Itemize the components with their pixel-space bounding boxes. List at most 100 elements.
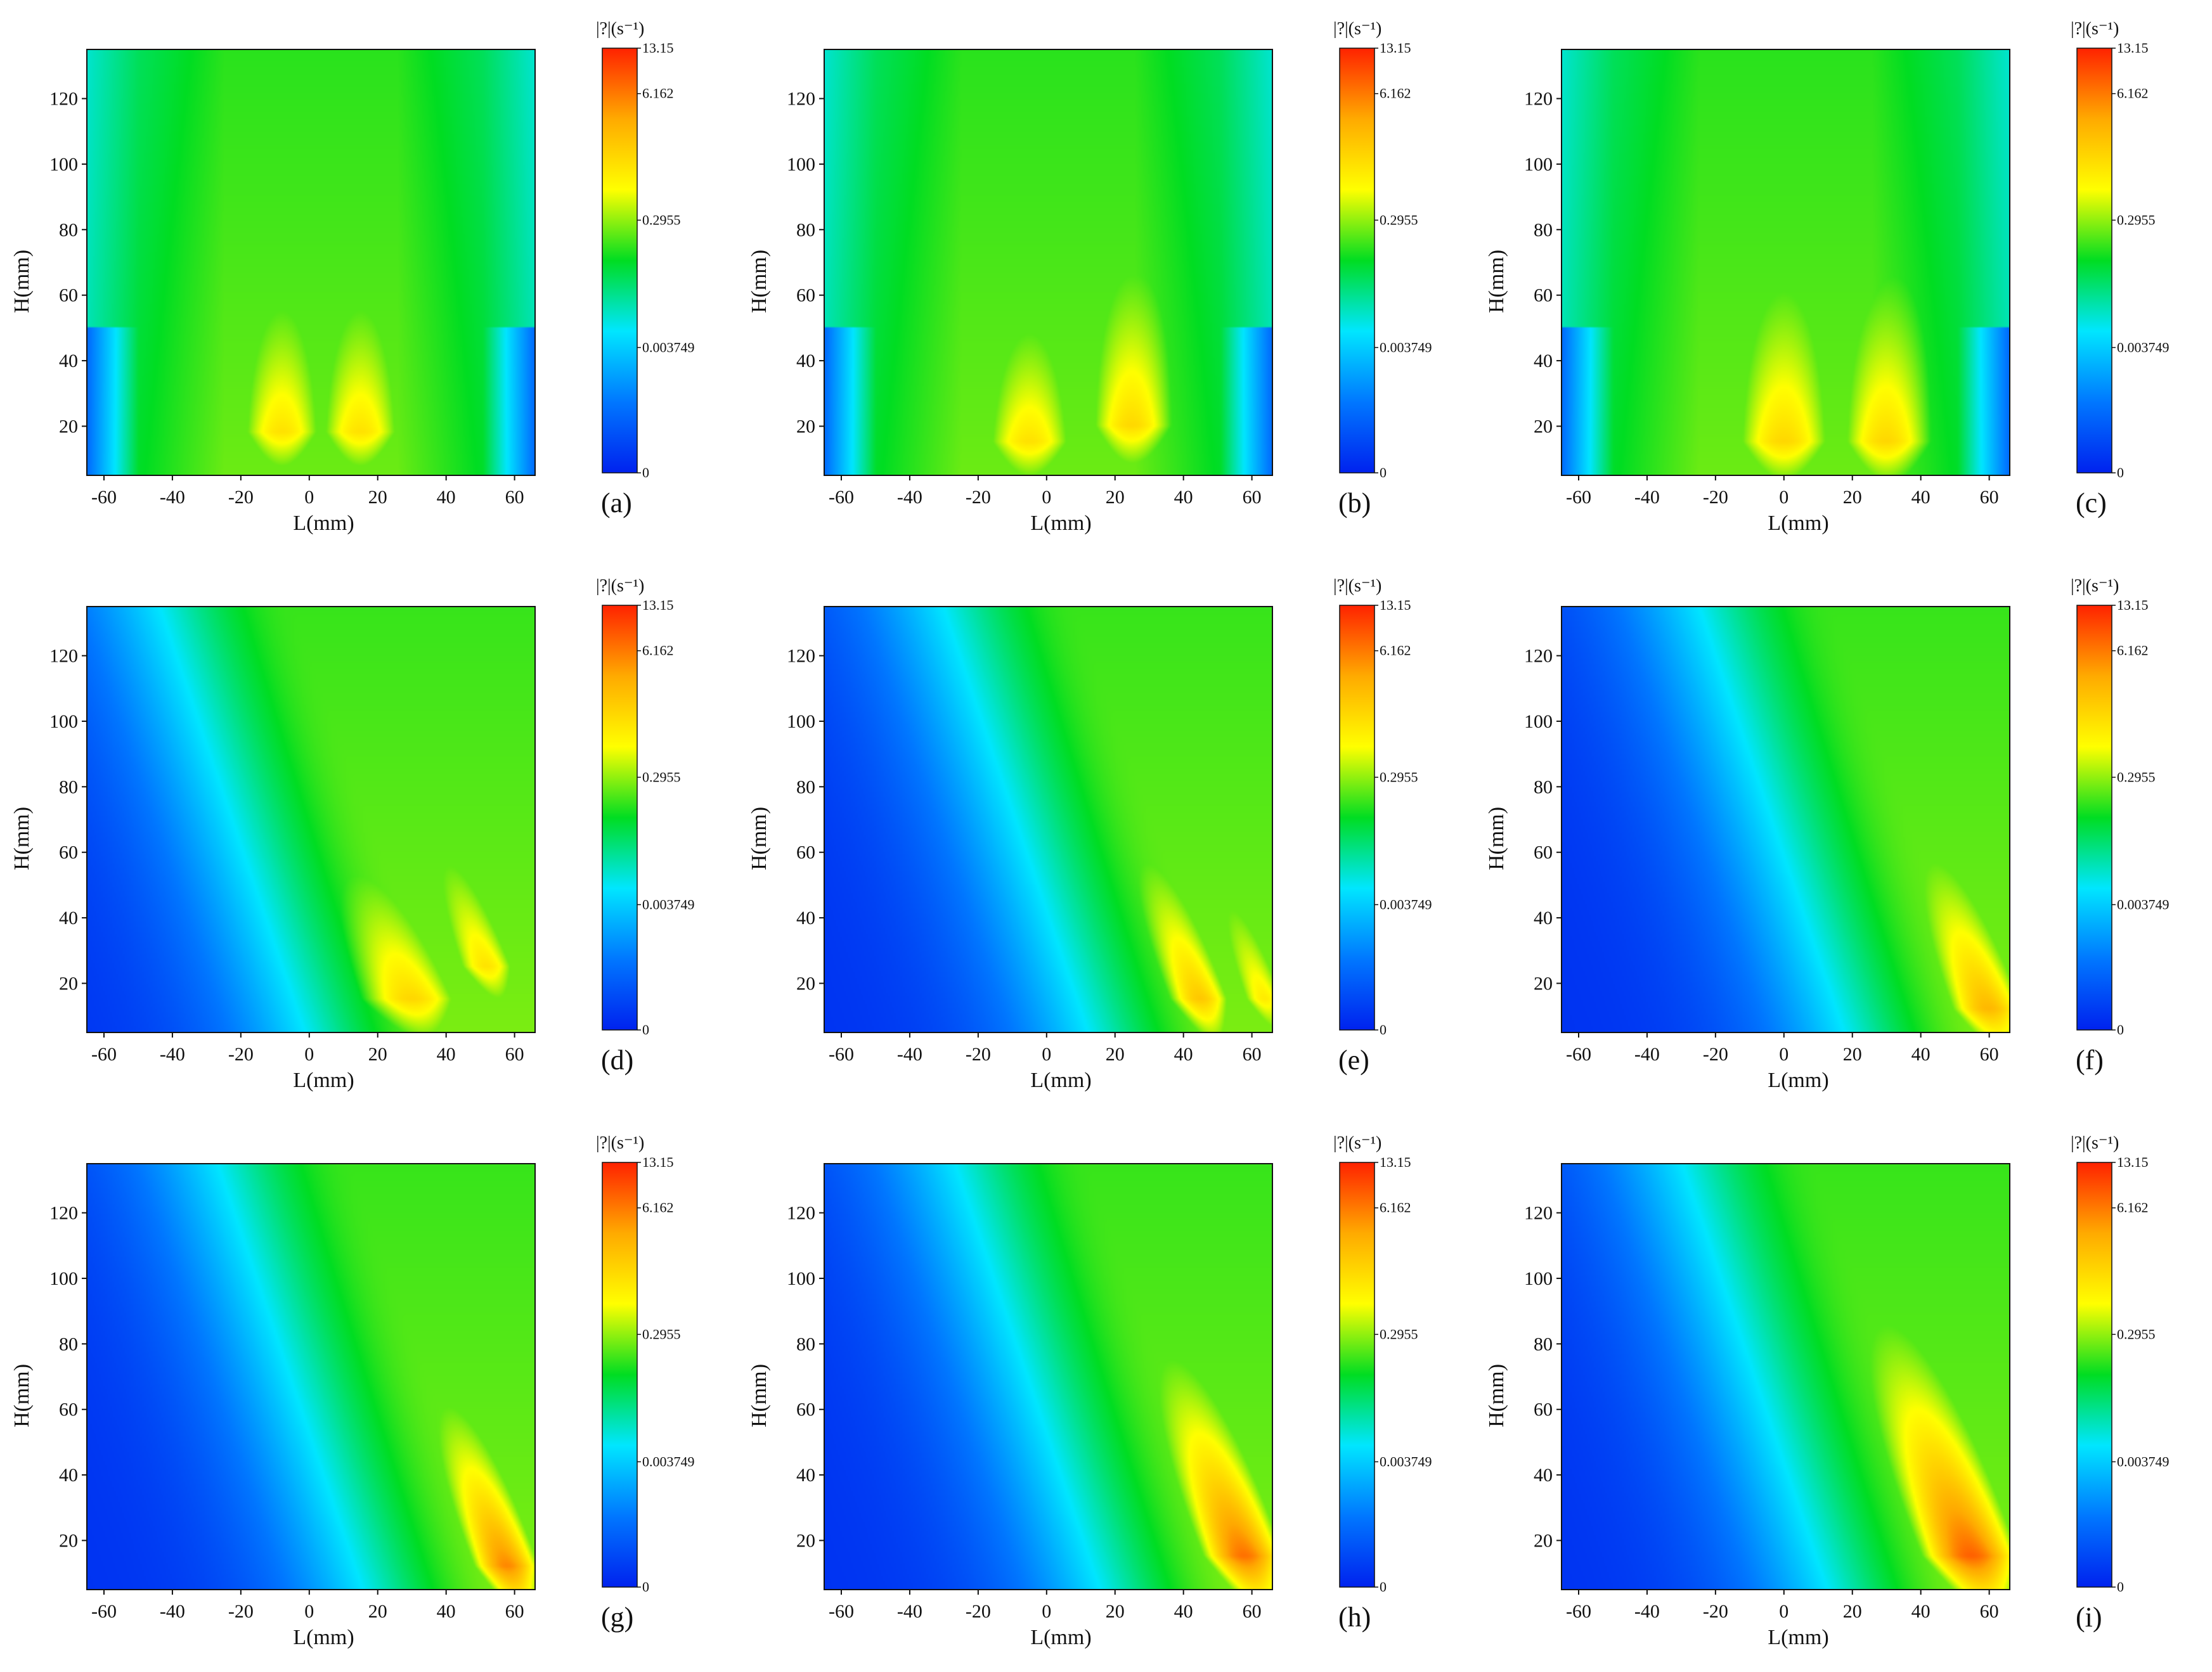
colorbar-tick-label: 0.2955 (1380, 1326, 1418, 1342)
colorbar-tick-label: 0.003749 (2117, 1453, 2170, 1469)
x-tick-label: -40 (160, 1601, 185, 1622)
colorbar (2076, 48, 2112, 473)
colorbar-tick-label: 0 (1380, 1022, 1387, 1038)
y-axis-title: H(mm) (10, 807, 34, 870)
y-tick-label: 120 (49, 1203, 78, 1224)
colorbar-tick-label: 0.003749 (1380, 1453, 1432, 1469)
x-tick-label: 0 (304, 1601, 314, 1622)
y-tick-label: 20 (59, 973, 78, 994)
x-tick-label: 40 (437, 1044, 456, 1065)
heatmap-field (87, 49, 535, 475)
x-tick-label: -60 (1566, 1044, 1591, 1065)
x-tick-label: -60 (829, 1044, 854, 1065)
y-axis-title: H(mm) (747, 250, 771, 313)
plot-frame (1561, 49, 2010, 476)
y-tick-label: 20 (796, 416, 815, 437)
y-tick-label: 60 (1534, 1399, 1553, 1420)
x-tick-label: -40 (1634, 1601, 1660, 1622)
x-tick-label: 20 (368, 487, 387, 508)
colorbar-tick-label: 6.162 (2117, 643, 2149, 659)
colorbar-tick-label: 6.162 (642, 1200, 674, 1216)
chart-svg: -60 -40 -20 0 20 40 60 20 40 60 80 100 120 L(mm) H(mm)… (1485, 576, 2170, 1092)
heatmap-field (824, 607, 1272, 1032)
x-tick-label: 20 (1106, 1601, 1125, 1622)
y-axis-title: H(mm) (10, 1364, 34, 1427)
y-tick-label: 40 (796, 908, 815, 929)
colorbar-title: |?|(s⁻¹) (1333, 1133, 1381, 1153)
colorbar-tick-label: 13.15 (1380, 597, 1411, 613)
y-tick-label: 80 (59, 1334, 78, 1354)
colorbar-tick-label: 13.15 (1380, 40, 1411, 56)
y-tick-label: 80 (796, 1334, 815, 1354)
y-tick-label: 20 (796, 973, 815, 994)
y-tick-label: 120 (1524, 1203, 1553, 1224)
colorbar-title: |?|(s⁻¹) (2071, 576, 2119, 596)
heatmap-field (1562, 607, 2010, 1032)
y-tick-label: 80 (1534, 219, 1553, 240)
x-tick-label: 40 (1174, 1044, 1193, 1065)
heatmap-field (1562, 49, 2010, 475)
x-tick-label: 20 (1843, 487, 1862, 508)
x-tick-label: -20 (1703, 1601, 1728, 1622)
plot-frame (824, 606, 1273, 1033)
chart-panel: -60 -40 -20 0 20 40 60 20 40 60 80 100 120 L(mm) H(mm)… (737, 557, 1475, 1114)
chart-svg: -60 -40 -20 0 20 40 60 20 40 60 80 100 120 L(mm) H(mm)… (1485, 1133, 2170, 1649)
x-tick-label: -20 (1703, 1044, 1728, 1065)
panel-label: (a) (601, 487, 632, 518)
panel-label: (e) (1338, 1045, 1369, 1076)
x-tick-label: -20 (966, 1601, 991, 1622)
y-tick-label: 120 (787, 646, 815, 667)
y-tick-label: 100 (49, 154, 78, 175)
x-tick-label: 20 (368, 1044, 387, 1065)
colorbar-tick-label: 6.162 (2117, 1200, 2149, 1216)
plot-frame (824, 49, 1273, 476)
panel-label: (c) (2076, 487, 2107, 518)
colorbar-tick-label: 0.2955 (2117, 212, 2156, 228)
y-tick-label: 40 (1534, 1465, 1553, 1486)
x-tick-label: -20 (228, 487, 254, 508)
chart-svg: -60 -40 -20 0 20 40 60 20 40 60 80 100 120 L(mm) H(mm)… (747, 1133, 1432, 1649)
colorbar (1339, 1162, 1375, 1588)
x-tick-label: 0 (1779, 487, 1788, 508)
x-tick-label: -40 (1634, 487, 1660, 508)
colorbar-title: |?|(s⁻¹) (1333, 576, 1381, 596)
panel-label: (d) (601, 1045, 633, 1076)
colorbar-tick-label: 13.15 (642, 597, 674, 613)
colorbar-tick-label: 0 (1380, 465, 1387, 480)
y-tick-label: 100 (787, 154, 815, 175)
x-tick-label: -40 (160, 487, 185, 508)
colorbar-tick-label: 6.162 (1380, 1200, 1411, 1216)
heatmap-field (824, 49, 1272, 475)
colorbar-tick-label: 0.2955 (642, 212, 681, 228)
y-tick-label: 40 (59, 908, 78, 929)
y-tick-label: 100 (49, 1268, 78, 1289)
x-axis-title: L(mm) (293, 1626, 354, 1649)
x-tick-label: 20 (368, 1601, 387, 1622)
plot-frame (1561, 1163, 2010, 1590)
y-tick-label: 100 (1524, 154, 1553, 175)
y-tick-label: 100 (49, 711, 78, 732)
chart-svg: -60 -40 -20 0 20 40 60 20 40 60 80 100 120 L(mm) H(mm)… (747, 576, 1432, 1092)
colorbar-tick-label: 0 (642, 1579, 649, 1595)
x-axis-title: L(mm) (1768, 1069, 1828, 1092)
x-tick-label: 60 (505, 487, 524, 508)
colorbar-tick-label: 13.15 (2117, 40, 2149, 56)
y-tick-label: 40 (59, 350, 78, 371)
colorbar (2076, 1162, 2112, 1588)
x-axis-title: L(mm) (293, 1069, 354, 1092)
colorbar-tick-label: 0 (642, 1022, 649, 1038)
colorbar-tick-label: 6.162 (642, 86, 674, 101)
x-tick-label: 20 (1106, 1044, 1125, 1065)
colorbar (602, 605, 638, 1031)
y-tick-label: 120 (1524, 89, 1553, 110)
x-axis-title: L(mm) (1768, 1626, 1828, 1649)
x-tick-label: 60 (1243, 1044, 1262, 1065)
x-axis-title: L(mm) (1030, 1069, 1091, 1092)
y-tick-label: 60 (796, 1399, 815, 1420)
y-tick-label: 20 (59, 1530, 78, 1551)
x-axis-title: L(mm) (1030, 1626, 1091, 1649)
colorbar-tick-label: 0.003749 (642, 1453, 695, 1469)
x-tick-label: -40 (897, 1044, 922, 1065)
panel-label: (f) (2076, 1045, 2104, 1076)
